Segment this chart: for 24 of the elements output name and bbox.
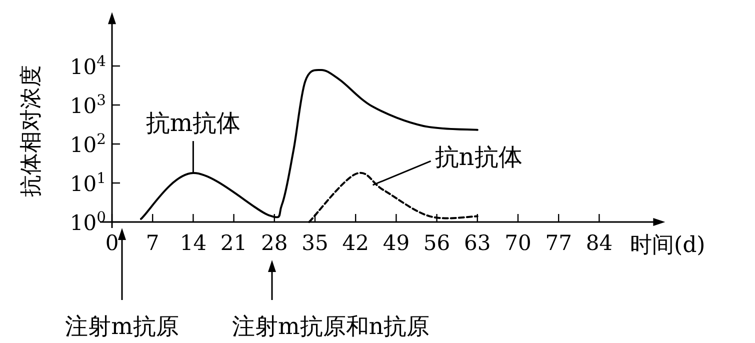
x-tick-label: 56 (423, 231, 450, 255)
x-tick-label: 21 (220, 231, 248, 255)
x-tick-label: 42 (342, 231, 369, 255)
x-tick-label: 49 (382, 231, 410, 255)
text: 注射m抗原 (65, 314, 179, 340)
x-tick-label: 70 (504, 231, 532, 255)
text: 注射m抗原和n抗原 (232, 314, 430, 340)
y-tick-label: 10$^{3}$ (70, 92, 106, 118)
y-tick-label: 10$^{2}$ (70, 130, 106, 157)
y-tick-label: 10$^{4}$ (70, 52, 106, 79)
x-axis-title: 时间(d) (630, 233, 706, 258)
x-tick-label: 14 (180, 231, 207, 255)
x-tick-label: 0 (105, 231, 119, 255)
annotation: 抗n抗体 (434, 143, 522, 172)
x-tick-label: 35 (302, 231, 328, 255)
x-tick-label: 28 (261, 231, 288, 255)
y-axis-title: 抗体相对浓度 (19, 65, 44, 198)
y-tick-label: 10$^{0}$ (70, 208, 106, 235)
y-tick-label: 10$^{1}$ (70, 170, 106, 196)
x-tick-label: 7 (146, 231, 160, 255)
annotation: 抗m抗体 (146, 109, 241, 138)
x-tick-label: 77 (545, 231, 572, 255)
x-tick-label: 63 (464, 231, 491, 255)
x-tick-label: 84 (586, 231, 613, 255)
